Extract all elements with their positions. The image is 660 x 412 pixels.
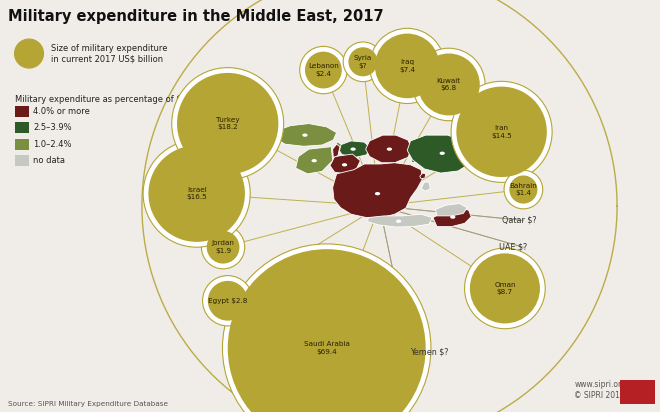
Polygon shape [407,135,474,173]
Ellipse shape [510,176,537,204]
Text: Iraq
$7.4: Iraq $7.4 [399,59,415,73]
Circle shape [440,152,445,155]
Bar [15,139,29,150]
Text: Iran
$14.5: Iran $14.5 [491,125,512,138]
Ellipse shape [203,276,253,326]
Bar [620,380,655,404]
Polygon shape [330,154,360,174]
Ellipse shape [208,281,248,321]
Polygon shape [334,142,341,152]
Text: Kuwait
$6.8: Kuwait $6.8 [437,78,461,91]
Circle shape [375,192,380,195]
Ellipse shape [412,48,485,121]
Text: 4.0% or more: 4.0% or more [33,107,90,116]
Text: 2.5–3.9%: 2.5–3.9% [33,123,72,132]
Text: Egypt $2.8: Egypt $2.8 [208,298,248,304]
Ellipse shape [465,248,545,329]
Polygon shape [368,214,432,227]
Text: Source: SIPRI Military Expenditure Database: Source: SIPRI Military Expenditure Datab… [8,401,168,407]
Circle shape [396,220,401,223]
Circle shape [312,159,317,162]
Ellipse shape [348,47,378,76]
Ellipse shape [343,42,383,82]
Text: UAE $?: UAE $? [499,243,527,252]
Ellipse shape [375,34,440,98]
Circle shape [450,215,455,219]
Text: Oman
$8.7: Oman $8.7 [494,282,515,295]
Text: sipri: sipri [625,387,650,397]
Ellipse shape [148,145,245,242]
Text: Bahrain
$1.4: Bahrain $1.4 [510,183,537,196]
Polygon shape [333,163,422,218]
Circle shape [302,133,308,137]
Text: no data: no data [33,156,65,165]
Text: Saudi Arabia
$69.4: Saudi Arabia $69.4 [304,342,350,355]
Bar [15,106,29,117]
Ellipse shape [456,87,547,177]
Text: 1.0–2.4%: 1.0–2.4% [33,140,71,149]
Text: Lebanon
$2.4: Lebanon $2.4 [308,63,339,77]
Polygon shape [274,124,337,146]
Text: Military expenditure in the Middle East, 2017: Military expenditure in the Middle East,… [8,9,383,24]
Ellipse shape [305,52,342,89]
Ellipse shape [228,249,426,412]
Circle shape [342,163,347,166]
Text: Military expenditure as percentage of GDP:: Military expenditure as percentage of GD… [15,95,197,104]
Ellipse shape [504,170,543,209]
Polygon shape [433,208,471,227]
Ellipse shape [470,253,540,323]
Text: in current 2017 US$ billion: in current 2017 US$ billion [51,54,164,63]
Polygon shape [296,147,333,174]
Ellipse shape [207,231,240,264]
Polygon shape [436,204,467,216]
Text: www.sipri.org: www.sipri.org [574,380,626,389]
Text: Turkey
$18.2: Turkey $18.2 [216,117,240,130]
Ellipse shape [143,140,250,247]
Polygon shape [366,135,412,163]
Polygon shape [337,141,371,157]
Ellipse shape [172,68,284,180]
Ellipse shape [418,54,480,115]
Ellipse shape [300,47,347,94]
Bar [15,122,29,133]
Text: Jordan
$1.9: Jordan $1.9 [212,241,234,254]
Ellipse shape [15,39,44,68]
Text: Yemen $?: Yemen $? [411,348,449,357]
Text: Size of military expenditure: Size of military expenditure [51,44,168,53]
Circle shape [350,147,356,151]
Polygon shape [333,144,340,157]
Ellipse shape [451,81,552,183]
Bar [15,155,29,166]
Ellipse shape [201,225,245,269]
Circle shape [387,147,392,151]
Polygon shape [421,182,430,191]
Polygon shape [412,154,426,163]
Ellipse shape [370,28,445,103]
Text: Syria
$?: Syria $? [354,55,372,68]
Ellipse shape [177,73,279,174]
Polygon shape [420,173,426,179]
Ellipse shape [222,244,431,412]
Text: Qatar $?: Qatar $? [502,216,536,225]
Text: Israel
$16.5: Israel $16.5 [186,187,207,200]
Text: © SIPRI 2018: © SIPRI 2018 [574,391,625,400]
